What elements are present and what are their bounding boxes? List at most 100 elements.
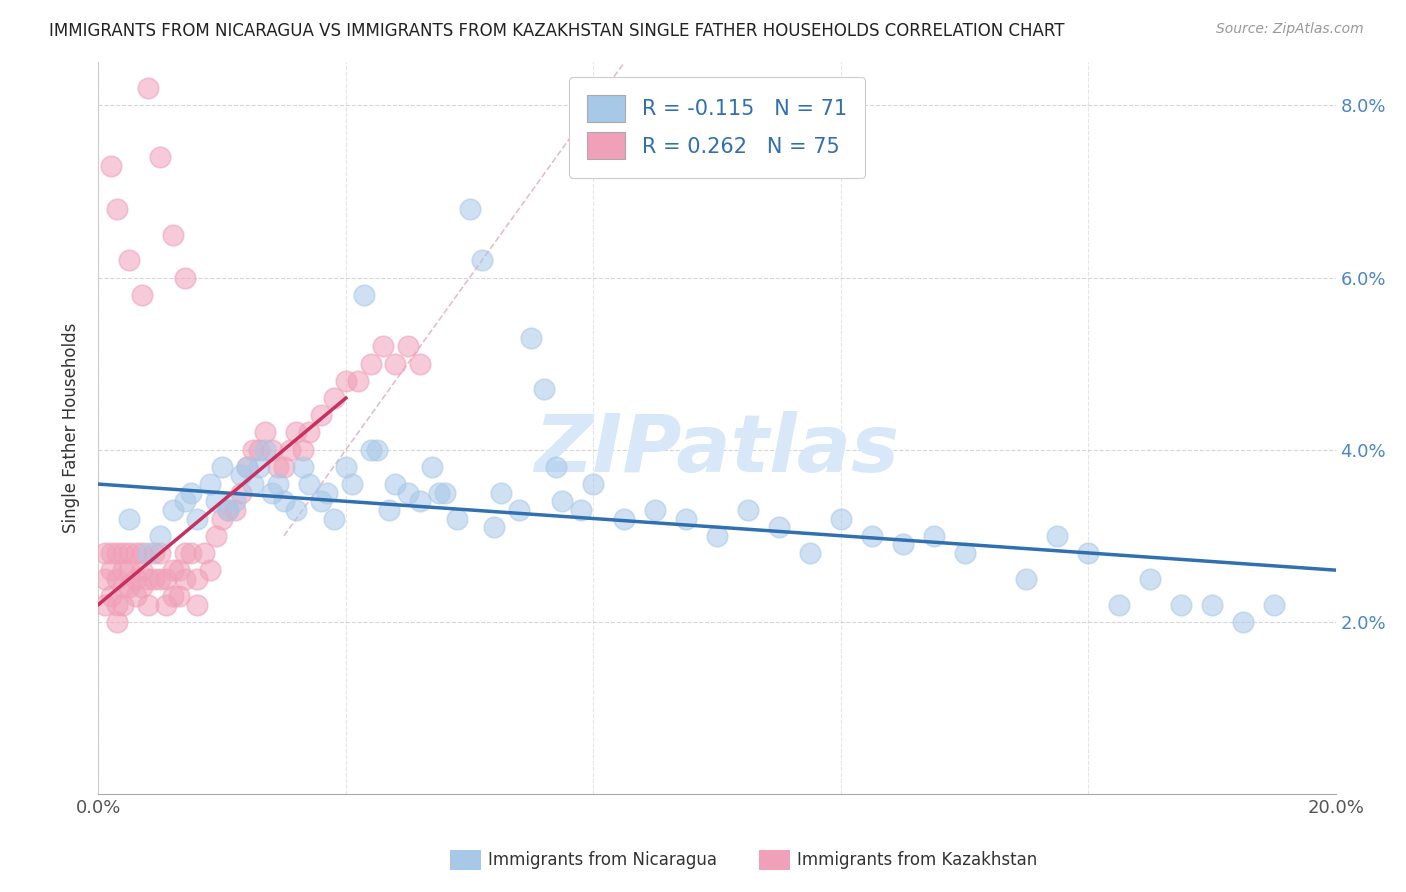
Point [211,459,233,474]
Text: Source: ZipAtlas.com: Source: ZipAtlas.com [1216,22,1364,37]
Point [118,580,141,594]
Point [273,459,295,474]
Point [186,511,208,525]
Point [335,374,357,388]
Point [384,477,406,491]
Point [136,598,159,612]
Point [105,546,128,560]
Point [155,572,177,586]
Point [353,287,375,301]
Point [422,459,444,474]
Point [149,546,172,560]
Point [360,357,382,371]
Point [582,477,605,491]
Point [242,442,264,457]
Point [155,598,177,612]
Point [285,425,308,440]
Point [118,546,141,560]
Point [427,485,450,500]
Point [644,503,666,517]
Point [291,459,314,474]
Text: ZIPatlas: ZIPatlas [534,411,900,489]
Point [737,503,759,517]
Legend: R = -0.115   N = 71, R = 0.262   N = 75: R = -0.115 N = 71, R = 0.262 N = 75 [568,77,866,178]
Point [136,81,159,95]
Point [569,503,592,517]
Point [136,572,159,586]
Point [112,580,135,594]
Point [124,546,146,560]
Point [105,615,128,629]
Point [124,589,146,603]
Point [260,485,283,500]
Point [198,477,221,491]
Point [162,503,184,517]
Point [105,202,128,216]
Point [254,442,277,457]
Point [335,459,357,474]
Point [260,442,283,457]
Point [546,459,568,474]
Point [136,546,159,560]
Point [112,563,135,577]
Point [613,511,636,525]
Point [446,511,468,525]
Point [830,511,852,525]
Point [953,546,976,560]
Point [174,270,197,285]
Point [105,572,128,586]
Point [186,572,208,586]
Point [273,494,295,508]
Point [143,572,166,586]
Point [551,494,574,508]
Point [366,442,388,457]
Point [533,383,555,397]
Point [180,485,202,500]
Point [1139,572,1161,586]
Point [409,494,432,508]
Point [131,546,153,560]
Point [340,477,363,491]
Point [278,442,301,457]
Point [131,580,153,594]
Point [167,563,190,577]
Point [174,546,197,560]
Point [131,563,153,577]
Point [93,572,115,586]
Point [267,477,290,491]
Point [291,442,314,457]
Point [131,287,153,301]
Point [1015,572,1038,586]
Point [484,520,506,534]
Point [180,546,202,560]
Point [298,425,321,440]
Point [205,529,228,543]
Point [149,529,172,543]
Text: Immigrants from Nicaragua: Immigrants from Nicaragua [488,851,717,869]
Point [174,572,197,586]
Point [186,598,208,612]
Point [285,503,308,517]
Point [100,159,122,173]
Point [124,572,146,586]
Point [229,468,252,483]
Point [100,589,122,603]
Point [396,485,419,500]
Point [93,546,115,560]
Point [706,529,728,543]
Point [458,202,481,216]
Point [1108,598,1130,612]
Point [489,485,512,500]
Point [105,598,128,612]
Point [922,529,945,543]
Point [118,253,141,268]
Point [224,503,246,517]
Y-axis label: Single Father Households: Single Father Households [62,323,80,533]
Point [309,409,332,423]
Point [347,374,370,388]
Text: IMMIGRANTS FROM NICARAGUA VS IMMIGRANTS FROM KAZAKHSTAN SINGLE FATHER HOUSEHOLDS: IMMIGRANTS FROM NICARAGUA VS IMMIGRANTS … [49,22,1064,40]
Point [143,546,166,560]
Point [118,511,141,525]
Point [409,357,432,371]
Point [768,520,790,534]
